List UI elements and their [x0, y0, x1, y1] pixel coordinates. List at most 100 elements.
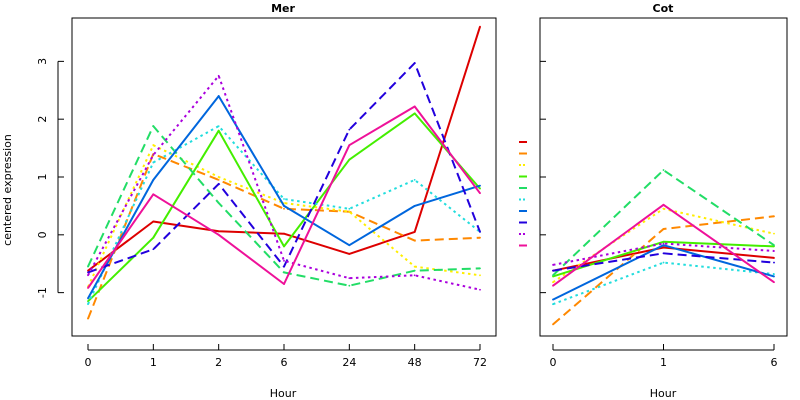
data-point — [283, 283, 285, 285]
axis-layer: 0 1 6 — [540, 60, 778, 369]
data-point — [152, 220, 155, 223]
data-point — [217, 202, 220, 204]
panel-cot: Cot 0 1 6 Hour — [539, 2, 788, 400]
y-tick-label: -1 — [36, 287, 49, 298]
data-point — [413, 231, 416, 233]
data-point — [87, 317, 89, 320]
plot-frame — [71, 17, 497, 337]
series-line-6 — [552, 261, 775, 306]
data-point — [662, 169, 665, 171]
axis-layer: 0 1 2 6 24 48 72 -1 0 1 2 3 — [36, 58, 487, 369]
data-point — [87, 265, 89, 268]
data-point — [413, 239, 416, 242]
data-point — [773, 232, 775, 235]
data-point — [87, 297, 89, 300]
y-tick-label: 2 — [36, 116, 49, 123]
data-point — [552, 281, 554, 284]
data-point — [152, 236, 155, 239]
data-point — [662, 207, 665, 210]
data-point — [348, 207, 351, 210]
data-point — [348, 128, 351, 131]
data-point — [552, 263, 554, 266]
data-point — [773, 215, 775, 218]
data-point — [348, 284, 351, 287]
data-point — [662, 242, 665, 245]
x-tick-label: 6 — [281, 356, 288, 369]
panel-title: Cot — [653, 2, 674, 15]
data-point — [479, 187, 481, 190]
data-point — [552, 323, 554, 326]
series-line-8 — [552, 252, 775, 272]
data-point — [348, 158, 351, 161]
data-point — [773, 281, 775, 284]
data-point — [479, 236, 481, 239]
data-point — [217, 129, 220, 132]
data-point — [479, 288, 481, 291]
data-point — [662, 252, 665, 255]
x-tick-label: 1 — [150, 356, 157, 369]
data-point — [217, 74, 220, 77]
data-point — [283, 207, 285, 210]
data-point — [662, 240, 665, 243]
data-point — [152, 178, 155, 181]
data-point — [152, 144, 155, 147]
data-point — [413, 178, 416, 181]
data-point — [217, 95, 220, 97]
x-tick-label: 0 — [550, 356, 557, 369]
data-point — [413, 265, 416, 268]
data-point — [87, 269, 89, 272]
data-point — [87, 303, 89, 306]
data-point — [217, 183, 220, 185]
series-line-5 — [552, 169, 775, 277]
data-point — [217, 233, 220, 236]
y-tick-label: 0 — [36, 231, 49, 238]
data-point — [283, 198, 285, 200]
data-point — [413, 269, 416, 272]
data-point — [152, 161, 155, 164]
data-point — [479, 231, 481, 233]
y-axis-label: centered expression — [1, 134, 14, 246]
data-point — [662, 261, 665, 264]
data-point — [773, 261, 775, 264]
x-axis-label: Hour — [270, 387, 297, 400]
y-tick-label: 1 — [36, 174, 49, 181]
x-tick-label: 1 — [660, 356, 667, 369]
data-point — [413, 62, 416, 64]
data-point — [662, 244, 665, 247]
data-point — [413, 105, 416, 108]
x-tick-label: 72 — [473, 356, 487, 369]
data-point — [552, 284, 554, 287]
data-point — [479, 274, 481, 277]
data-point — [479, 192, 481, 195]
data-point — [773, 250, 775, 252]
data-point — [283, 259, 285, 262]
data-point — [348, 210, 351, 213]
data-point — [552, 274, 554, 277]
data-point — [217, 178, 220, 181]
data-point — [413, 274, 416, 277]
data-point — [283, 265, 285, 268]
y-tick-label: 3 — [36, 58, 49, 65]
x-axis-label: Hour — [650, 387, 677, 400]
x-tick-label: 24 — [342, 356, 356, 369]
data-point — [773, 273, 775, 276]
data-point — [662, 228, 665, 230]
data-point — [348, 252, 351, 255]
data-point — [552, 303, 554, 306]
data-point — [348, 277, 351, 280]
data-point — [479, 267, 481, 270]
data-point — [283, 245, 285, 248]
data-point — [87, 274, 89, 277]
data-point — [662, 203, 665, 206]
data-point — [152, 248, 155, 251]
data-point — [413, 205, 416, 207]
data-point — [217, 230, 220, 233]
series-layer — [87, 25, 481, 320]
data-point — [217, 125, 220, 128]
data-point — [552, 298, 554, 301]
panel-mer: Mer 0 1 2 6 24 48 72 -1 0 1 2 3 Hour — [36, 2, 497, 400]
data-point — [152, 193, 155, 196]
legend-keys — [519, 141, 527, 247]
data-point — [152, 154, 155, 156]
